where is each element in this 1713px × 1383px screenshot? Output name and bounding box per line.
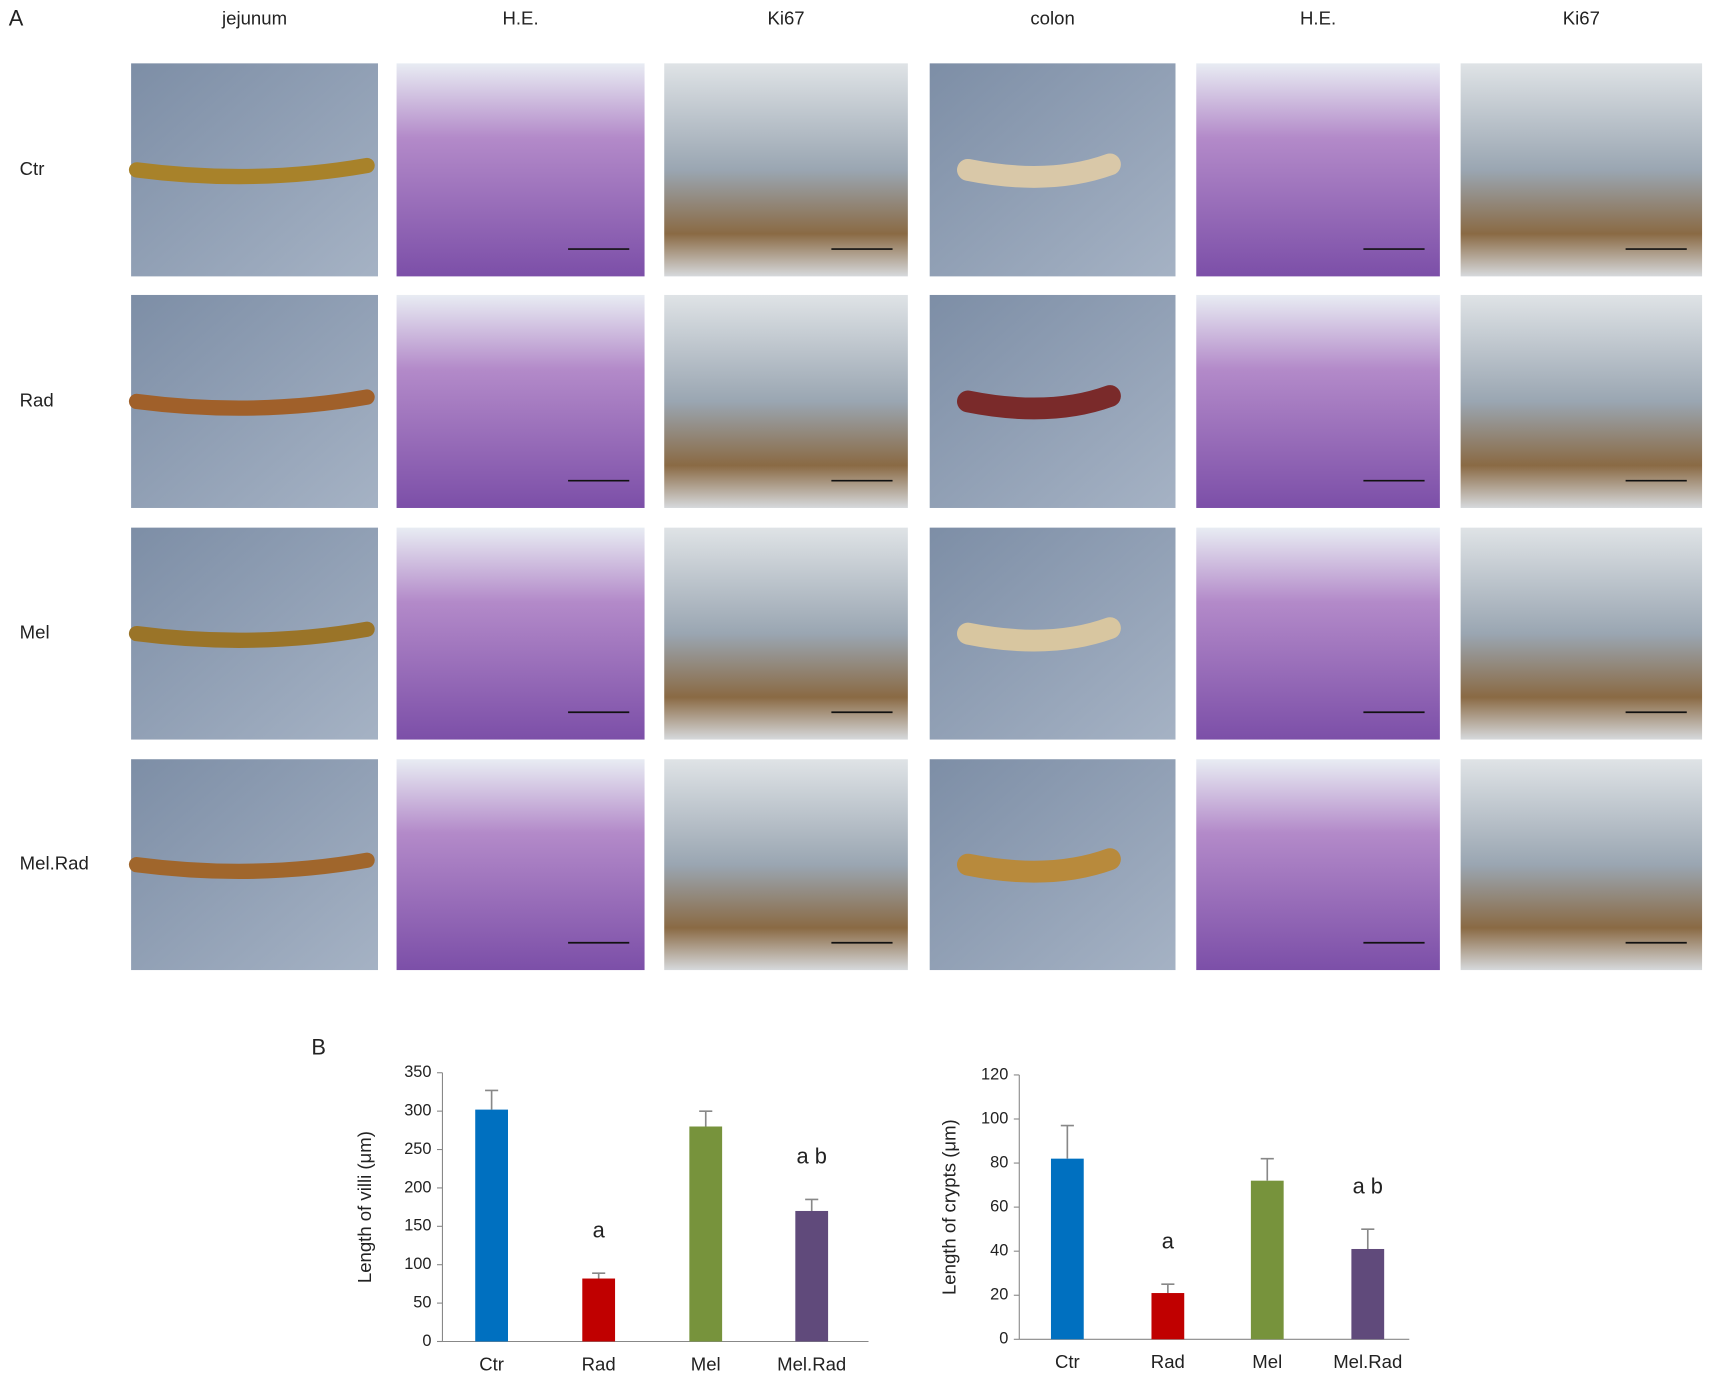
y-tick-label: 80 [990,1153,1008,1171]
micrograph [396,527,645,740]
y-axis-label: Length of villi (μm) [354,1131,375,1283]
significance-label: a b [797,1144,827,1169]
micrograph [396,294,645,508]
row-label: Rad [20,389,54,410]
tissue [957,848,1121,883]
column-header: Ki67 [767,8,804,29]
y-tick-label: 150 [404,1217,431,1235]
tissue [957,385,1121,420]
column-header: Ki67 [1563,8,1600,29]
y-axis-label: Length of crypts (μm) [938,1119,959,1295]
micrograph [396,759,645,971]
error-bar [485,1089,499,1110]
y-tick-label: 100 [404,1255,431,1273]
micrograph [1460,759,1703,971]
micrograph [1196,527,1440,740]
x-tick-label: Mel.Rad [777,1353,846,1374]
y-tick-label: 0 [999,1330,1008,1348]
row-label: Mel [20,622,50,643]
y-tick-label: 250 [404,1140,431,1158]
micrograph [1460,63,1703,277]
micrograph [664,294,908,508]
column-header: H.E. [1300,8,1336,29]
error-bar [699,1110,713,1127]
bar [795,1210,829,1342]
x-tick-label: Rad [582,1353,616,1374]
x-tick-label: Mel [1252,1351,1282,1372]
error-bar [805,1198,819,1211]
y-tick-label: 100 [981,1109,1008,1127]
panel-label: A [9,5,24,30]
bar [475,1109,509,1342]
column-header: jejunum [221,8,287,29]
column-header: colon [1030,8,1074,29]
bar [1151,1293,1185,1340]
bar [1050,1158,1084,1340]
significance-label: a [593,1217,606,1242]
panel-label: B [311,1034,326,1059]
row-label: Ctr [20,158,45,179]
significance-label: a [1162,1228,1175,1253]
x-tick-label: Mel [691,1353,721,1374]
error-bar [1161,1283,1175,1294]
error-bar [1260,1157,1274,1181]
y-tick-label: 40 [990,1242,1008,1260]
error-bar [592,1272,606,1279]
y-tick-label: 200 [404,1178,431,1196]
micrograph [1196,759,1440,971]
bar [1351,1248,1385,1340]
tissue [128,157,375,185]
micrograph [1196,294,1440,508]
x-tick-label: Mel.Rad [1333,1351,1402,1372]
tissue [128,621,375,648]
bar [689,1126,723,1342]
tissue [128,389,375,416]
micrograph [396,63,645,277]
column-header: H.E. [503,8,539,29]
micrograph [664,63,908,277]
y-tick-label: 0 [422,1332,431,1350]
tissue [128,852,375,879]
row-label: Mel.Rad [20,853,89,874]
y-tick-label: 350 [404,1063,431,1081]
micrograph [1196,63,1440,277]
tissue [957,617,1121,652]
y-tick-label: 50 [413,1293,431,1311]
bar [582,1278,616,1342]
x-tick-label: Rad [1151,1351,1185,1372]
micrograph [1460,527,1703,740]
significance-label: a b [1353,1173,1383,1198]
micrograph [1460,294,1703,508]
micrograph [664,527,908,740]
micrograph [664,759,908,971]
y-tick-label: 120 [981,1065,1008,1083]
bar [1250,1180,1284,1340]
error-bar [1361,1228,1375,1249]
y-tick-label: 20 [990,1286,1008,1304]
error-bar [1060,1124,1074,1159]
x-tick-label: Ctr [479,1353,504,1374]
y-tick-label: 300 [404,1101,431,1119]
y-tick-label: 60 [990,1197,1008,1215]
tissue [957,153,1121,188]
x-tick-label: Ctr [1055,1351,1080,1372]
